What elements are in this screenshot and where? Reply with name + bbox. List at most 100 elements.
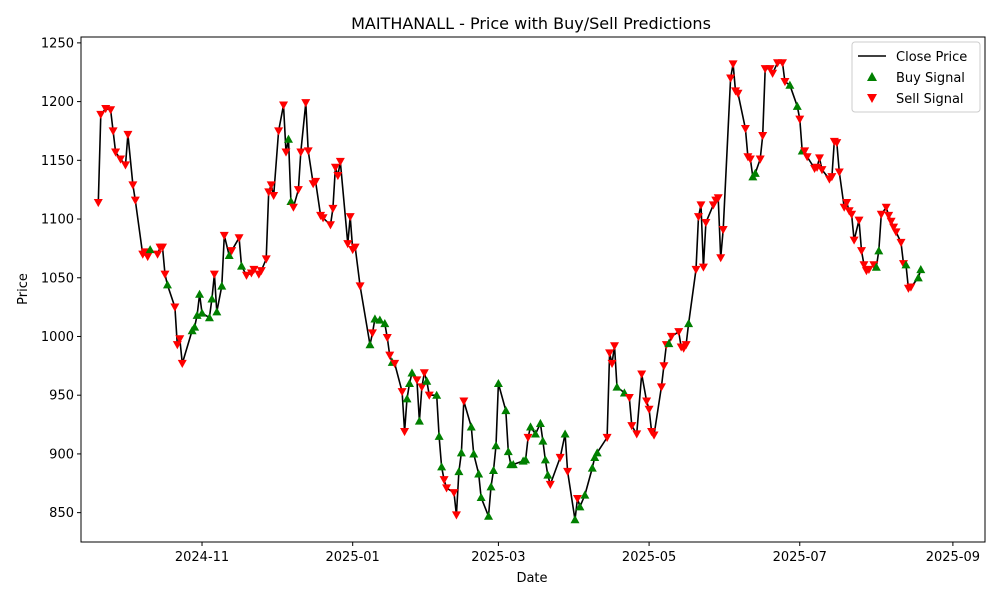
sell-signal-marker xyxy=(343,240,353,249)
buy-signal-marker xyxy=(405,378,415,388)
buy-signal-marker xyxy=(871,262,881,271)
sell-signal-marker xyxy=(666,332,676,341)
y-axis: 850 900 950 1000 1050 1100 1150 1200 1250 xyxy=(41,36,81,521)
buy-signal-marker xyxy=(197,308,207,317)
buy-signal-marker xyxy=(913,273,923,282)
sell-signal-marker xyxy=(350,243,360,252)
sell-signal-marker xyxy=(153,250,163,259)
sell-signal-marker xyxy=(832,139,842,148)
sell-signal-marker xyxy=(328,204,338,213)
buy-signal-marker xyxy=(535,418,545,427)
sell-signal-marker xyxy=(325,221,335,230)
sell-signal-marker xyxy=(545,480,555,489)
buy-signal-marker xyxy=(493,378,503,388)
sell-signal-marker xyxy=(842,198,852,208)
sell-signal-marker xyxy=(632,430,642,439)
buy-signal-marker xyxy=(286,196,296,206)
buy-signal-marker xyxy=(508,459,518,469)
sell-signal-marker xyxy=(656,383,666,392)
sell-signal-marker xyxy=(693,213,703,222)
buy-signal-marker xyxy=(612,382,622,391)
sell-signal-marker xyxy=(812,163,822,172)
sell-signal-marker xyxy=(293,186,303,195)
buy-signal-marker xyxy=(283,134,293,143)
buy-signal-marker xyxy=(560,429,570,438)
sell-signal-marker xyxy=(264,188,274,197)
sell-signal-marker xyxy=(281,148,291,157)
buy-signal-marker xyxy=(587,463,597,472)
sell-signal-marker xyxy=(523,433,533,442)
buy-signal-marker xyxy=(792,101,802,110)
sell-signal-marker xyxy=(330,163,340,172)
sell-signal-marker xyxy=(335,157,345,166)
sell-signal-marker xyxy=(279,101,289,110)
buy-signal-marker xyxy=(466,422,476,431)
sell-signal-marker xyxy=(296,148,306,157)
sell-signal-marker xyxy=(355,282,365,291)
sell-signal-marker xyxy=(227,247,237,256)
sell-signal-marker xyxy=(701,218,711,228)
sell-signal-marker xyxy=(424,391,434,400)
sell-signal-marker xyxy=(572,494,582,504)
sell-signal-marker xyxy=(740,125,750,134)
sell-signal-marker xyxy=(459,397,469,406)
sell-signal-marker xyxy=(847,210,857,219)
buy-signal-marker xyxy=(145,245,155,254)
plot-area xyxy=(93,59,926,524)
x-axis: 2024-11 2025-01 2025-03 2025-05 2025-07 2025-… xyxy=(175,542,980,565)
buy-signal-marker xyxy=(414,416,424,425)
sell-signal-marker xyxy=(449,489,459,498)
sell-signal-marker xyxy=(691,265,701,275)
sell-signal-marker xyxy=(713,194,723,203)
sell-signal-marker xyxy=(602,433,612,442)
legend-buy-signal: Buy Signal xyxy=(896,71,965,86)
sell-signal-marker xyxy=(696,201,706,210)
buy-signal-marker xyxy=(434,431,444,440)
sell-signal-marker xyxy=(261,255,271,264)
sell-signal-marker xyxy=(367,329,377,338)
sell-signal-marker xyxy=(849,236,859,245)
buy-signal-marker xyxy=(543,470,553,479)
sell-signal-marker xyxy=(649,431,659,440)
buy-signal-marker xyxy=(486,482,496,491)
sell-signal-marker xyxy=(311,177,321,186)
buy-signal-marker xyxy=(192,310,202,319)
sell-signal-marker xyxy=(93,198,103,208)
sell-signal-marker xyxy=(128,181,138,190)
legend-sell-icon xyxy=(867,94,877,103)
sell-signal-marker xyxy=(886,217,896,226)
sell-signal-marker xyxy=(219,231,229,240)
sell-signal-marker xyxy=(419,369,429,378)
sell-signal-marker xyxy=(644,405,654,414)
sell-signal-marker xyxy=(857,247,867,256)
sell-signal-marker xyxy=(795,115,805,124)
sell-signal-marker xyxy=(800,147,810,156)
sell-signal-marker xyxy=(624,393,634,403)
buy-signal-marker xyxy=(901,260,911,269)
legend-box xyxy=(851,41,981,113)
sell-signal-marker xyxy=(382,334,392,343)
sell-signal-marker xyxy=(442,484,452,493)
sell-signal-marker xyxy=(108,127,118,136)
sell-signal-marker xyxy=(451,511,461,520)
buy-signal-marker xyxy=(491,441,501,450)
x-tick-label: 2025-01 xyxy=(326,550,380,565)
buy-signal-marker xyxy=(785,80,795,89)
buy-signal-marker xyxy=(474,469,484,478)
sell-signal-marker xyxy=(802,153,812,162)
buy-signal-marker xyxy=(750,168,760,177)
sell-signal-marker xyxy=(827,173,837,182)
buy-signal-marker xyxy=(380,319,390,328)
buy-signal-marker xyxy=(432,390,442,399)
sell-signal-marker xyxy=(605,349,615,358)
sell-signal-marker xyxy=(318,214,328,223)
buy-signal-marker xyxy=(501,405,511,415)
buy-signal-marker xyxy=(454,467,464,476)
chart-title: MAITHANALL - Price with Buy/Sell Predict… xyxy=(351,14,711,33)
buy-signal-marker xyxy=(204,313,214,322)
buy-signal-marker xyxy=(570,515,580,524)
sell-signal-marker xyxy=(397,388,407,397)
sell-signal-marker xyxy=(698,263,708,272)
sell-signal-marker xyxy=(116,155,126,164)
sell-signal-marker xyxy=(130,196,140,205)
